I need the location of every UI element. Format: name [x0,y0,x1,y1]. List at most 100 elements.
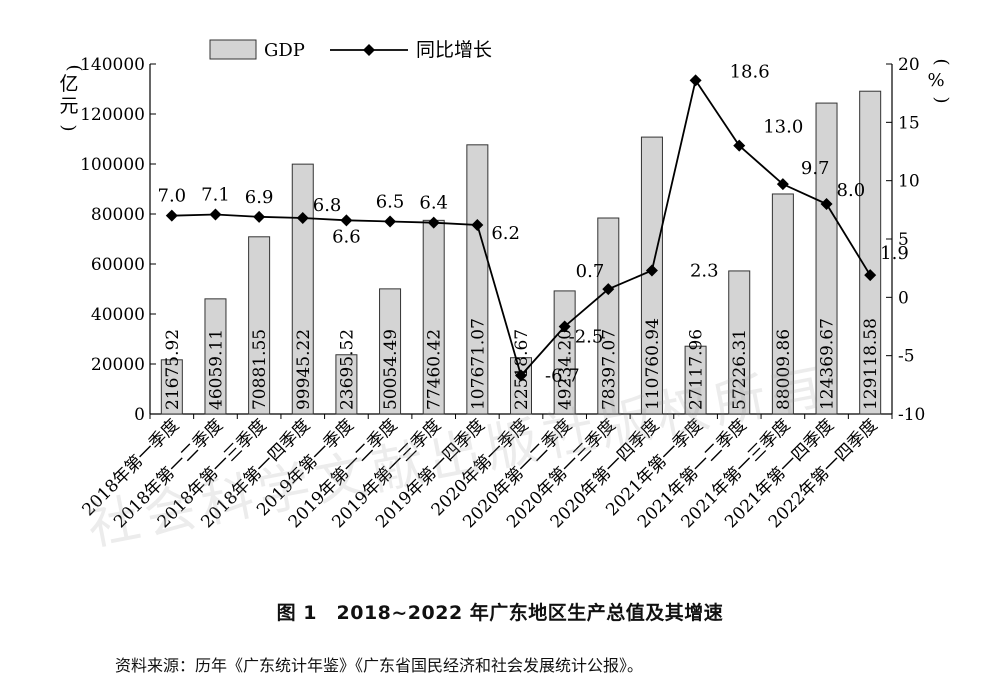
left-tick-label: 60000 [91,255,145,275]
growth-label: 6.8 [313,195,342,216]
gdp-bar [597,217,620,415]
growth-label: 13.0 [763,117,803,138]
gdp-bar-label: 21675.92 [163,329,183,410]
right-axis-paren-open: ( [931,58,952,65]
gdp-bar-label: 129118.58 [861,318,881,410]
x-tick-labels: 2018年第一季度2018年第一二季度2018年第一三季度2018年第一四季度2… [79,415,882,532]
growth-label: 7.0 [158,186,187,207]
growth-labels: 7.0 7.1 6.9 6.8 6.6 6.5 6.4 6.2 -6.7 -2.5 0.7 2.3 18… [158,61,909,386]
growth-point [689,74,702,87]
left-axis-label-char: 元 [59,95,78,117]
gdp-bar-label: 78397.07 [599,329,619,410]
growth-point [515,369,527,382]
growth-point [776,178,789,191]
gdp-bar-label: 46059.11 [206,329,226,410]
gdp-bar [160,359,183,415]
axes: 0 20000 40000 60000 80000 100000 120000 140000 -… [58,55,952,425]
gdp-bars [160,90,882,415]
growth-point [558,320,571,333]
gdp-bar-labels: 21675.92 46059.11 70881.55 99945.22 23695.52… [163,318,881,410]
growth-point [602,283,615,296]
gdp-bar [466,144,489,415]
growth-point [733,139,746,152]
gdp-bar-label: 27117.96 [687,329,707,410]
growth-point [209,208,222,221]
gdp-bar-label: 23695.52 [337,329,357,410]
growth-point [340,214,353,227]
right-tick-label: -5 [898,347,915,367]
left-axis-paren-open: ( [64,64,85,71]
growth-point [427,216,440,229]
legend-growth-label: 同比增长 [416,39,492,61]
growth-label: -2.5 [569,327,604,348]
left-tick-label: 120000 [80,105,145,125]
growth-label: 18.6 [730,61,770,82]
growth-point [471,219,484,231]
gdp-bar [510,357,532,415]
growth-label: -6.7 [545,366,580,387]
right-tick-label: 20 [898,55,920,75]
gdp-bar-label: 77460.42 [425,329,445,410]
gdp-bar [815,102,838,415]
gdp-bar-label: 124369.67 [818,318,838,410]
left-tick-label: 80000 [91,205,145,225]
left-axis-label-char: 亿 [59,73,78,95]
gdp-bar [335,354,358,415]
gdp-bar-label: 88009.86 [774,329,794,410]
gdp-bar [859,90,882,415]
left-tick-label: 0 [134,405,145,425]
gdp-bar-label: 70881.55 [250,329,270,410]
left-tick-label: 20000 [91,355,145,375]
growth-point [864,269,877,282]
gdp-bar-label: 57226.31 [730,329,750,410]
growth-line [165,74,877,382]
growth-point [645,264,658,277]
right-tick-label: 5 [898,230,909,250]
growth-point [165,209,178,222]
source-note: 资料来源：历年《广东统计年鉴》《广东省国民经济和社会发展统计公报》。 [115,656,644,675]
gdp-bar [728,270,751,415]
legend-growth-marker [363,44,375,56]
left-tick-label: 140000 [80,55,145,75]
gdp-bar [204,298,227,415]
right-tick-label: 10 [898,172,920,192]
right-axis-paren-close: ) [931,96,952,103]
gdp-bar [291,163,314,415]
growth-point [253,210,266,223]
growth-point [384,215,397,228]
gdp-bar-label: 110760.94 [643,318,663,410]
gdp-bar [379,288,402,415]
legend-gdp-swatch [209,39,257,60]
legend: GDP 同比增长 [209,39,492,61]
right-tick-label: -10 [898,405,925,425]
growth-point [820,198,833,210]
left-tick-label: 40000 [91,305,145,325]
gdp-bar-label: 99945.22 [294,329,314,410]
right-axis-label-text: % [927,70,944,91]
growth-label: 9.7 [801,158,830,179]
growth-label: 6.2 [491,223,520,244]
gdp-bar-label: 22518.67 [512,329,532,410]
right-tick-label: 0 [898,288,909,308]
growth-point [296,212,309,224]
growth-label: 8.0 [837,180,866,201]
growth-label: 6.6 [332,226,361,247]
gdp-bar-label: 107671.07 [468,318,488,410]
gdp-bar-label: 50054.49 [381,329,401,410]
growth-label: 2.3 [690,261,719,282]
growth-label: 1.9 [880,243,909,264]
growth-label: 0.7 [576,261,605,282]
figure-caption: 图 1 2018~2022 年广东地区生产总值及其增速 [276,602,724,624]
left-axis-paren-close: ) [58,124,79,131]
growth-label: 6.5 [376,192,405,213]
gdp-bar-label: 49234.20 [556,329,576,410]
growth-label: 6.4 [419,193,448,214]
left-axis-label: ( 亿元) [58,64,85,131]
right-axis-label: (%) [927,58,952,103]
gdp-bar [771,193,794,415]
left-tick-label: 100000 [80,155,145,175]
gdp-bar [684,345,707,415]
growth-label: 6.9 [245,187,274,208]
growth-label: 7.1 [201,185,230,206]
gdp-growth-chart: 0 20000 40000 60000 80000 100000 120000 140000 -… [58,39,952,532]
